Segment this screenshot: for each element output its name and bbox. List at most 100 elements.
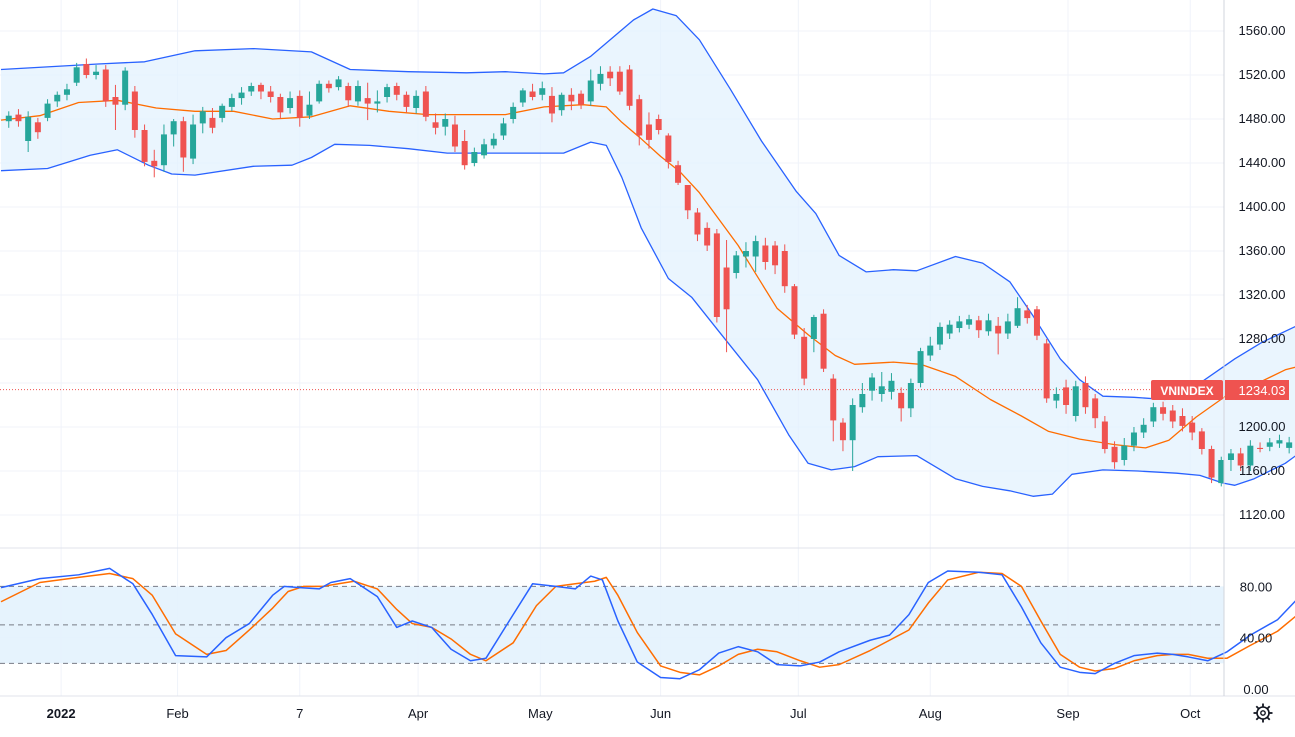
price-tick-label: 1160.00 bbox=[1239, 463, 1285, 478]
candle-body bbox=[907, 383, 914, 409]
candle-body bbox=[752, 241, 759, 257]
candle-body bbox=[956, 321, 963, 328]
stoch-tick-label: 80.00 bbox=[1240, 579, 1273, 594]
candle-body bbox=[1111, 446, 1118, 463]
time-tick-label: Jun bbox=[650, 706, 671, 721]
candle-body bbox=[354, 86, 361, 102]
candle-body bbox=[500, 123, 507, 136]
candle-body bbox=[257, 84, 264, 92]
settings-gear-icon[interactable] bbox=[1252, 702, 1274, 724]
candle-body bbox=[578, 93, 585, 105]
candle-body bbox=[539, 88, 546, 95]
price-tick-label: 1560.00 bbox=[1239, 23, 1286, 38]
stoch-tick-label: 40.00 bbox=[1240, 631, 1273, 646]
candle-body bbox=[190, 124, 197, 159]
candle-body bbox=[791, 286, 798, 335]
candle-body bbox=[248, 86, 255, 92]
candle-body bbox=[316, 83, 323, 102]
candle-body bbox=[160, 134, 167, 166]
candle-body bbox=[73, 67, 80, 83]
candle-body bbox=[1033, 309, 1040, 336]
candle-body bbox=[451, 124, 458, 147]
candle-body bbox=[936, 326, 943, 345]
bollinger-basis-line bbox=[0, 99, 1295, 449]
time-tick-label: Jul bbox=[790, 706, 807, 721]
candle-body bbox=[25, 116, 32, 141]
candle-body bbox=[888, 380, 895, 392]
candle-body bbox=[180, 121, 187, 158]
candle-body bbox=[1276, 440, 1283, 444]
time-tick-label: 7 bbox=[296, 706, 303, 721]
candle-body bbox=[946, 324, 953, 334]
time-tick-label: Oct bbox=[1180, 706, 1201, 721]
price-tick-label: 1200.00 bbox=[1239, 419, 1286, 434]
candle-body bbox=[1286, 442, 1293, 448]
candle-body bbox=[1082, 383, 1089, 408]
candle-body bbox=[694, 212, 701, 235]
candle-body bbox=[1257, 447, 1264, 449]
candle-body bbox=[1004, 321, 1011, 334]
candle-body bbox=[607, 71, 614, 79]
candle-body bbox=[151, 160, 158, 167]
indicator-lines-layer bbox=[0, 8, 1295, 497]
candle-body bbox=[616, 71, 623, 92]
candle-body bbox=[742, 251, 749, 257]
candle-body bbox=[442, 119, 449, 127]
candle-body bbox=[985, 320, 992, 332]
candle-body bbox=[432, 122, 439, 128]
candle-body bbox=[519, 90, 526, 103]
candle-body bbox=[170, 121, 177, 135]
candle-body bbox=[34, 122, 41, 133]
candle-body bbox=[5, 115, 12, 122]
price-tick-label: 1120.00 bbox=[1239, 507, 1285, 522]
candle-body bbox=[878, 386, 885, 394]
candle-body bbox=[1247, 445, 1254, 466]
candle-body bbox=[141, 130, 148, 162]
candle-body bbox=[1063, 387, 1070, 405]
candle-body bbox=[15, 114, 22, 122]
candle-body bbox=[461, 141, 468, 166]
candle-body bbox=[384, 87, 391, 97]
candle-body bbox=[1024, 310, 1031, 319]
candle-body bbox=[403, 94, 410, 107]
candle-body bbox=[131, 91, 138, 130]
candle-body bbox=[1072, 386, 1079, 416]
candle-body bbox=[1150, 407, 1157, 422]
candle-body bbox=[548, 95, 555, 114]
candle-body bbox=[645, 124, 652, 140]
candle-body bbox=[471, 152, 478, 163]
bollinger-lower-line bbox=[0, 141, 1295, 497]
candle-body bbox=[1237, 453, 1244, 466]
candle-body bbox=[490, 138, 497, 146]
candle-body bbox=[781, 251, 788, 287]
candle-body bbox=[510, 106, 517, 119]
candle-body bbox=[1014, 308, 1021, 326]
band-fill-layer bbox=[1, 9, 1295, 497]
stoch-k-line bbox=[0, 567, 1295, 680]
candle-body bbox=[995, 325, 1002, 334]
candle-body bbox=[306, 104, 313, 116]
candle-body bbox=[684, 185, 691, 211]
candle-body bbox=[587, 80, 594, 102]
candle-body bbox=[1179, 416, 1186, 426]
axis-layer: 1560.00 1520.00 1480.00 1440.00 1400.00 1360.… bbox=[0, 0, 1295, 721]
symbol-label: VNINDEX bbox=[1160, 384, 1213, 398]
candle-body bbox=[63, 89, 70, 95]
candle-body bbox=[277, 97, 284, 113]
candle-body bbox=[1218, 460, 1225, 484]
candle-body bbox=[675, 165, 682, 183]
candle-body bbox=[1266, 442, 1273, 447]
candle-body bbox=[1169, 410, 1176, 422]
candle-body bbox=[558, 94, 565, 111]
candle-body bbox=[801, 336, 808, 379]
candle-body bbox=[713, 233, 720, 317]
candle-body bbox=[830, 378, 837, 421]
time-tick-label: Sep bbox=[1056, 706, 1079, 721]
last-price-value: 1234.03 bbox=[1239, 383, 1286, 398]
time-tick-label: Apr bbox=[408, 706, 429, 721]
price-tick-label: 1280.00 bbox=[1239, 331, 1286, 346]
candle-body bbox=[839, 422, 846, 441]
candle-body bbox=[44, 103, 51, 118]
